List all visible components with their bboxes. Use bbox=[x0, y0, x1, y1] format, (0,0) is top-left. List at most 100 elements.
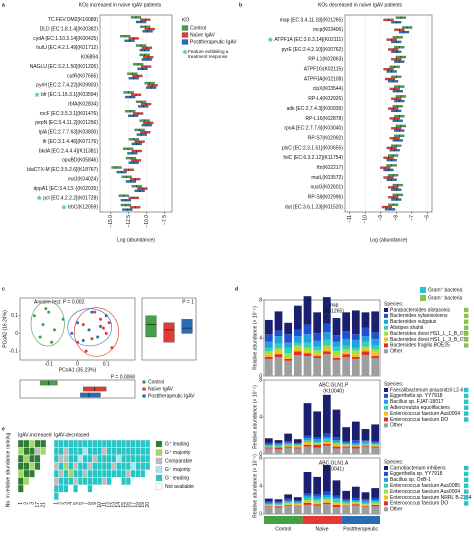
heat-cell bbox=[29, 477, 36, 486]
legend-swatch bbox=[384, 507, 388, 512]
bar-segment bbox=[361, 341, 370, 347]
heat-cell bbox=[72, 484, 79, 493]
heat-cell bbox=[63, 469, 69, 478]
bar-segment bbox=[284, 334, 293, 343]
heat-cell bbox=[140, 454, 146, 463]
bar-segment bbox=[361, 440, 370, 442]
point bbox=[76, 321, 79, 325]
heat-cell bbox=[53, 462, 60, 471]
subpanel-title: ABC.GLN1.A bbox=[319, 460, 349, 466]
bar-segment bbox=[264, 498, 273, 502]
bar-segment bbox=[274, 446, 283, 448]
column-label: 7 bbox=[83, 502, 89, 505]
box bbox=[80, 392, 101, 398]
legend-swatch bbox=[384, 319, 388, 324]
legend-label: Enterococcus faecium DO bbox=[390, 501, 448, 507]
heat-cell bbox=[53, 484, 60, 493]
x-tick-label: −7 bbox=[409, 215, 415, 221]
heat-cell bbox=[23, 469, 30, 478]
heat-cell bbox=[135, 439, 141, 448]
x-tick-label: −11 bbox=[347, 215, 353, 223]
bar-segment bbox=[313, 444, 322, 448]
bar-segment bbox=[293, 444, 302, 446]
point bbox=[90, 310, 94, 314]
column-label: 6 bbox=[78, 502, 84, 505]
bar-segment bbox=[293, 504, 302, 506]
bar-segment bbox=[313, 340, 322, 347]
heat-cell bbox=[87, 484, 93, 493]
gram-marker bbox=[464, 405, 469, 410]
heat-cell bbox=[96, 477, 103, 486]
y-tick-label: blaCTX-M [EC:3.5.2.6](K18767) bbox=[27, 167, 98, 173]
heat-cell bbox=[120, 462, 127, 471]
heat-cell bbox=[34, 447, 41, 456]
bar-segment bbox=[293, 502, 302, 504]
panel-title: KOs decreased in naïve IgAV patients bbox=[318, 2, 403, 8]
bar-segment bbox=[313, 411, 322, 438]
bar-segment bbox=[264, 334, 273, 342]
heat-cell bbox=[116, 469, 122, 478]
bar-segment bbox=[342, 505, 351, 507]
legend-label: Posttherapeutic IgAV bbox=[148, 393, 195, 399]
bar-segment bbox=[342, 442, 351, 444]
panel-letter: c bbox=[2, 286, 5, 292]
x-tick-label: -0.1 bbox=[44, 361, 53, 367]
bar-segment bbox=[284, 443, 293, 446]
confidence-ellipse bbox=[30, 300, 65, 347]
heat-cell bbox=[92, 484, 98, 493]
bar-segment bbox=[361, 446, 370, 454]
heat-cell bbox=[144, 454, 151, 463]
heat-cell bbox=[106, 492, 112, 501]
bar-segment bbox=[351, 421, 360, 441]
bar-segment bbox=[284, 322, 293, 335]
bar-segment bbox=[264, 501, 273, 503]
heat-cell bbox=[116, 477, 122, 486]
bar-segment bbox=[264, 446, 273, 448]
y-tick-label: map [EC:3.4.11.18](K01265) bbox=[280, 17, 344, 23]
heat-cell bbox=[23, 462, 30, 471]
point bbox=[96, 335, 100, 339]
bar-segment bbox=[303, 351, 312, 354]
bar-segment bbox=[313, 447, 322, 454]
bar-segment bbox=[284, 498, 293, 501]
heat-cell bbox=[72, 477, 79, 486]
panel-letter: e bbox=[2, 426, 5, 432]
heat-cell bbox=[106, 462, 112, 471]
legend-swatch bbox=[384, 495, 388, 500]
legend-swatch bbox=[384, 331, 388, 336]
legend-swatch bbox=[384, 393, 388, 398]
heat-cell bbox=[101, 447, 108, 456]
bar-segment bbox=[351, 350, 360, 355]
subpanel-subtitle: (K10041) bbox=[323, 466, 344, 472]
point bbox=[44, 307, 48, 311]
heat-cell bbox=[135, 484, 141, 493]
legend-swatch bbox=[181, 39, 189, 45]
legend-label: Other bbox=[390, 349, 403, 355]
bar-segment bbox=[322, 491, 331, 496]
bar-segment bbox=[371, 488, 380, 498]
bar-segment bbox=[371, 502, 380, 505]
y-tick-label: rbfA(K02834) bbox=[68, 101, 98, 107]
heat-cell bbox=[111, 447, 117, 456]
bar-segment bbox=[322, 499, 331, 501]
bar-segment bbox=[264, 504, 273, 506]
group-bar bbox=[302, 516, 342, 524]
annotation: P = 0.0068 bbox=[111, 374, 135, 380]
heat-cell bbox=[125, 469, 132, 478]
bar-segment bbox=[351, 440, 360, 443]
bar-segment bbox=[322, 345, 331, 348]
bar-segment bbox=[342, 443, 351, 445]
x-tick-label: −10 bbox=[363, 215, 369, 224]
legend-swatch bbox=[155, 449, 163, 456]
x-tick-label: −6 bbox=[425, 215, 431, 221]
bar-segment bbox=[322, 323, 331, 333]
legend-swatch bbox=[384, 337, 388, 342]
box bbox=[163, 322, 175, 343]
heat-cell bbox=[144, 462, 151, 471]
heat-cell bbox=[68, 492, 74, 501]
bar-segment bbox=[371, 424, 380, 442]
bar-segment bbox=[293, 345, 302, 349]
bar-segment bbox=[264, 447, 273, 449]
bar-segment bbox=[351, 334, 360, 340]
